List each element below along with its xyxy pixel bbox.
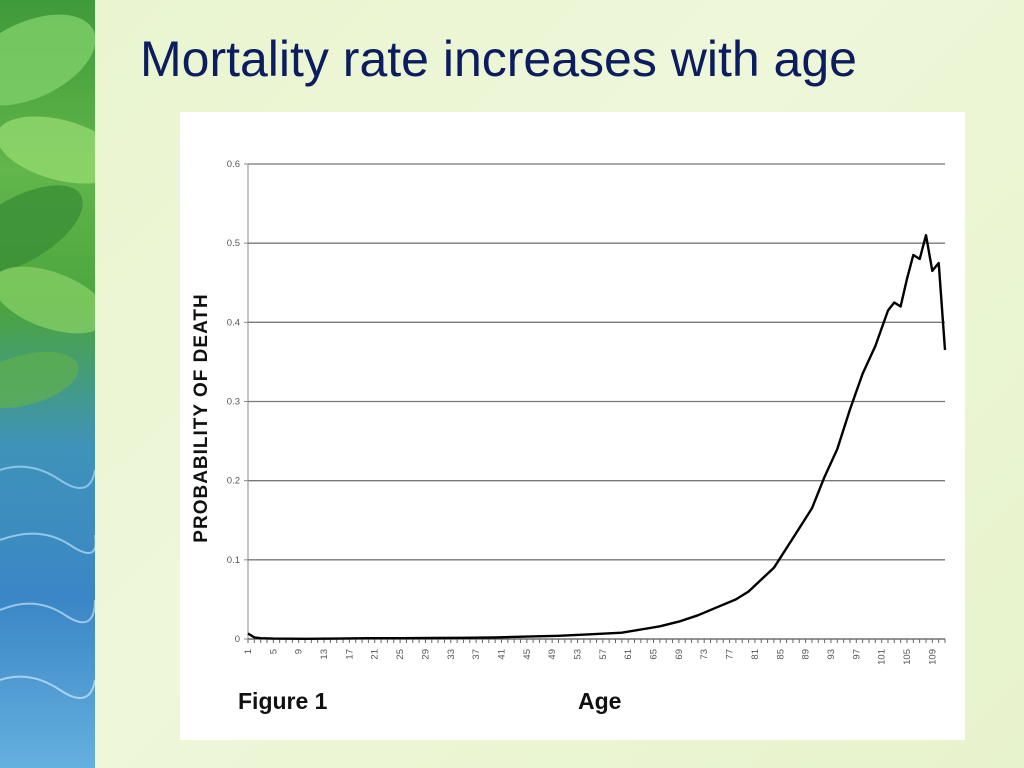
- y-tick-label: 0.3: [227, 397, 240, 408]
- x-tick-label: 53: [572, 649, 583, 660]
- gridlines: [248, 163, 945, 561]
- x-tick-label: 17: [344, 649, 355, 660]
- x-axis-label: Age: [578, 688, 621, 714]
- axes: [244, 163, 946, 643]
- x-tick-label: 65: [649, 649, 660, 660]
- y-tick-label: 0.6: [227, 159, 240, 170]
- x-tick-label: 89: [801, 649, 812, 660]
- x-tick-label: 41: [496, 649, 507, 660]
- mortality-line-chart: 0 0.1 0.2 0.3 0.4 0.5 0.6 1 5 9 13 17 21 25 29 33 37 41 4…: [191, 159, 947, 714]
- x-tick-label: 25: [395, 649, 406, 660]
- x-tick-label: 45: [522, 649, 533, 660]
- leaf-water-illustration: [0, 14, 95, 699]
- decorative-leaf-water-image: [0, 0, 95, 768]
- x-tick-label: 109: [927, 649, 938, 665]
- x-tick-labels: 1 5 9 13 17 21 25 29 33 37 41 45 49 53 57 61 65 69 73 77 81 8…: [243, 649, 938, 665]
- x-tick-label: 69: [674, 649, 685, 660]
- y-tick-label: 0.1: [227, 555, 240, 566]
- x-tick-label: 21: [370, 649, 381, 660]
- x-tick-label: 81: [750, 649, 761, 660]
- y-axis-label: PROBABILITY OF DEATH: [191, 293, 212, 542]
- y-tick-label: 0: [235, 634, 240, 645]
- x-tick-label: 105: [902, 649, 913, 665]
- x-tick-label: 93: [826, 649, 837, 660]
- x-tick-label: 33: [446, 649, 457, 660]
- slide-title: Mortality rate increases with age: [140, 31, 857, 87]
- chart-panel: 0 0.1 0.2 0.3 0.4 0.5 0.6 1 5 9 13 17 21 25 29 33 37 41 4…: [180, 112, 965, 740]
- x-tick-label: 29: [420, 649, 431, 660]
- y-tick-label: 0.5: [227, 238, 240, 249]
- x-tick-label: 57: [598, 649, 609, 660]
- series-layer: [247, 233, 947, 640]
- figure-label: Figure 1: [238, 688, 328, 714]
- x-tick-label: 37: [471, 649, 482, 660]
- x-tick-label: 77: [725, 649, 736, 660]
- x-tick-label: 5: [268, 649, 279, 654]
- x-tick-label: 61: [623, 649, 634, 660]
- x-tick-label: 85: [775, 649, 786, 660]
- y-tick-labels: 0 0.1 0.2 0.3 0.4 0.5 0.6: [227, 159, 240, 645]
- x-tick-label: 9: [294, 649, 305, 654]
- x-tick-label: 101: [877, 649, 888, 665]
- series-line: [247, 233, 947, 640]
- x-tick-label: 49: [547, 649, 558, 660]
- x-tick-label: 97: [851, 649, 862, 660]
- y-tick-label: 0.4: [227, 317, 240, 328]
- x-tick-label: 73: [699, 649, 710, 660]
- x-tick-label: 13: [319, 649, 330, 660]
- y-tick-label: 0.2: [227, 476, 240, 487]
- x-tick-label: 1: [243, 649, 254, 654]
